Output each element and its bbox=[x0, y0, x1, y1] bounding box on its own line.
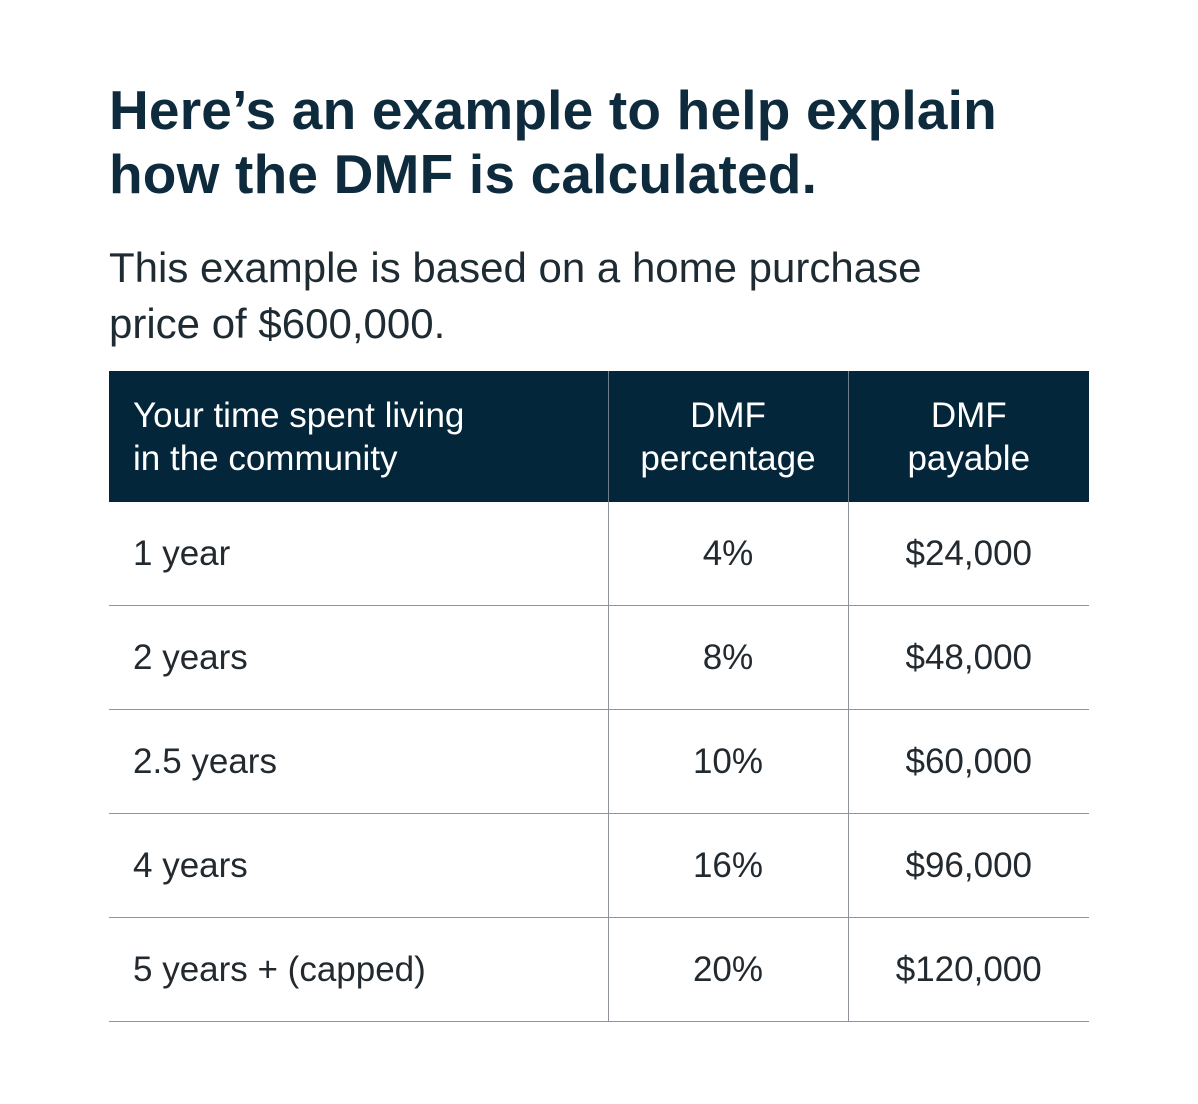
cell-time: 4 years bbox=[109, 813, 608, 918]
table-row: 2.5 years 10% $60,000 bbox=[109, 709, 1089, 814]
intro-section: Here’s an example to help explain how th… bbox=[109, 0, 1089, 352]
cell-percentage: 4% bbox=[607, 502, 848, 606]
cell-payable: $24,000 bbox=[847, 502, 1089, 606]
header-dmf-percentage-line-2: percentage bbox=[640, 438, 816, 478]
cell-percentage: 20% bbox=[607, 917, 848, 1022]
header-dmf-percentage: DMF percentage bbox=[607, 371, 848, 502]
table-row: 5 years + (capped) 20% $120,000 bbox=[109, 917, 1089, 1022]
header-dmf-percentage-line-1: DMF bbox=[690, 395, 766, 435]
header-time-spent: Your time spent living in the community bbox=[109, 371, 608, 502]
cell-time: 1 year bbox=[109, 502, 608, 606]
cell-time: 2 years bbox=[109, 605, 608, 710]
table-header-row: Your time spent living in the community … bbox=[109, 371, 1089, 502]
header-dmf-payable-line-2: payable bbox=[907, 438, 1031, 478]
header-dmf-payable: DMF payable bbox=[847, 371, 1089, 502]
cell-percentage: 10% bbox=[607, 709, 848, 814]
dmf-table-container: Your time spent living in the community … bbox=[109, 371, 1089, 1022]
cell-percentage: 8% bbox=[607, 605, 848, 710]
table-body: 1 year 4% $24,000 2 years 8% $48,000 2.5… bbox=[109, 502, 1089, 1022]
dmf-table: Your time spent living in the community … bbox=[109, 371, 1089, 1022]
cell-payable: $48,000 bbox=[847, 605, 1089, 710]
page-title-line-2: how the DMF is calculated. bbox=[109, 143, 818, 205]
cell-percentage: 16% bbox=[607, 813, 848, 918]
page-subtitle: This example is based on a home purchase… bbox=[109, 240, 1089, 352]
page-subtitle-line-2: price of $600,000. bbox=[109, 300, 446, 347]
cell-payable: $60,000 bbox=[847, 709, 1089, 814]
table-row: 2 years 8% $48,000 bbox=[109, 605, 1089, 710]
cell-payable: $96,000 bbox=[847, 813, 1089, 918]
table-header: Your time spent living in the community … bbox=[109, 371, 1089, 502]
page-title-line-1: Here’s an example to help explain bbox=[109, 79, 997, 141]
cell-payable: $120,000 bbox=[847, 917, 1089, 1022]
cell-time: 2.5 years bbox=[109, 709, 608, 814]
table-row: 4 years 16% $96,000 bbox=[109, 813, 1089, 918]
header-dmf-payable-line-1: DMF bbox=[930, 395, 1007, 435]
cell-time: 5 years + (capped) bbox=[109, 917, 608, 1022]
page-subtitle-line-1: This example is based on a home purchase bbox=[109, 244, 922, 291]
header-time-spent-line-2: in the community bbox=[133, 438, 398, 478]
page-title: Here’s an example to help explain how th… bbox=[109, 0, 1089, 206]
header-time-spent-line-1: Your time spent living bbox=[133, 395, 465, 435]
table-row: 1 year 4% $24,000 bbox=[109, 502, 1089, 606]
